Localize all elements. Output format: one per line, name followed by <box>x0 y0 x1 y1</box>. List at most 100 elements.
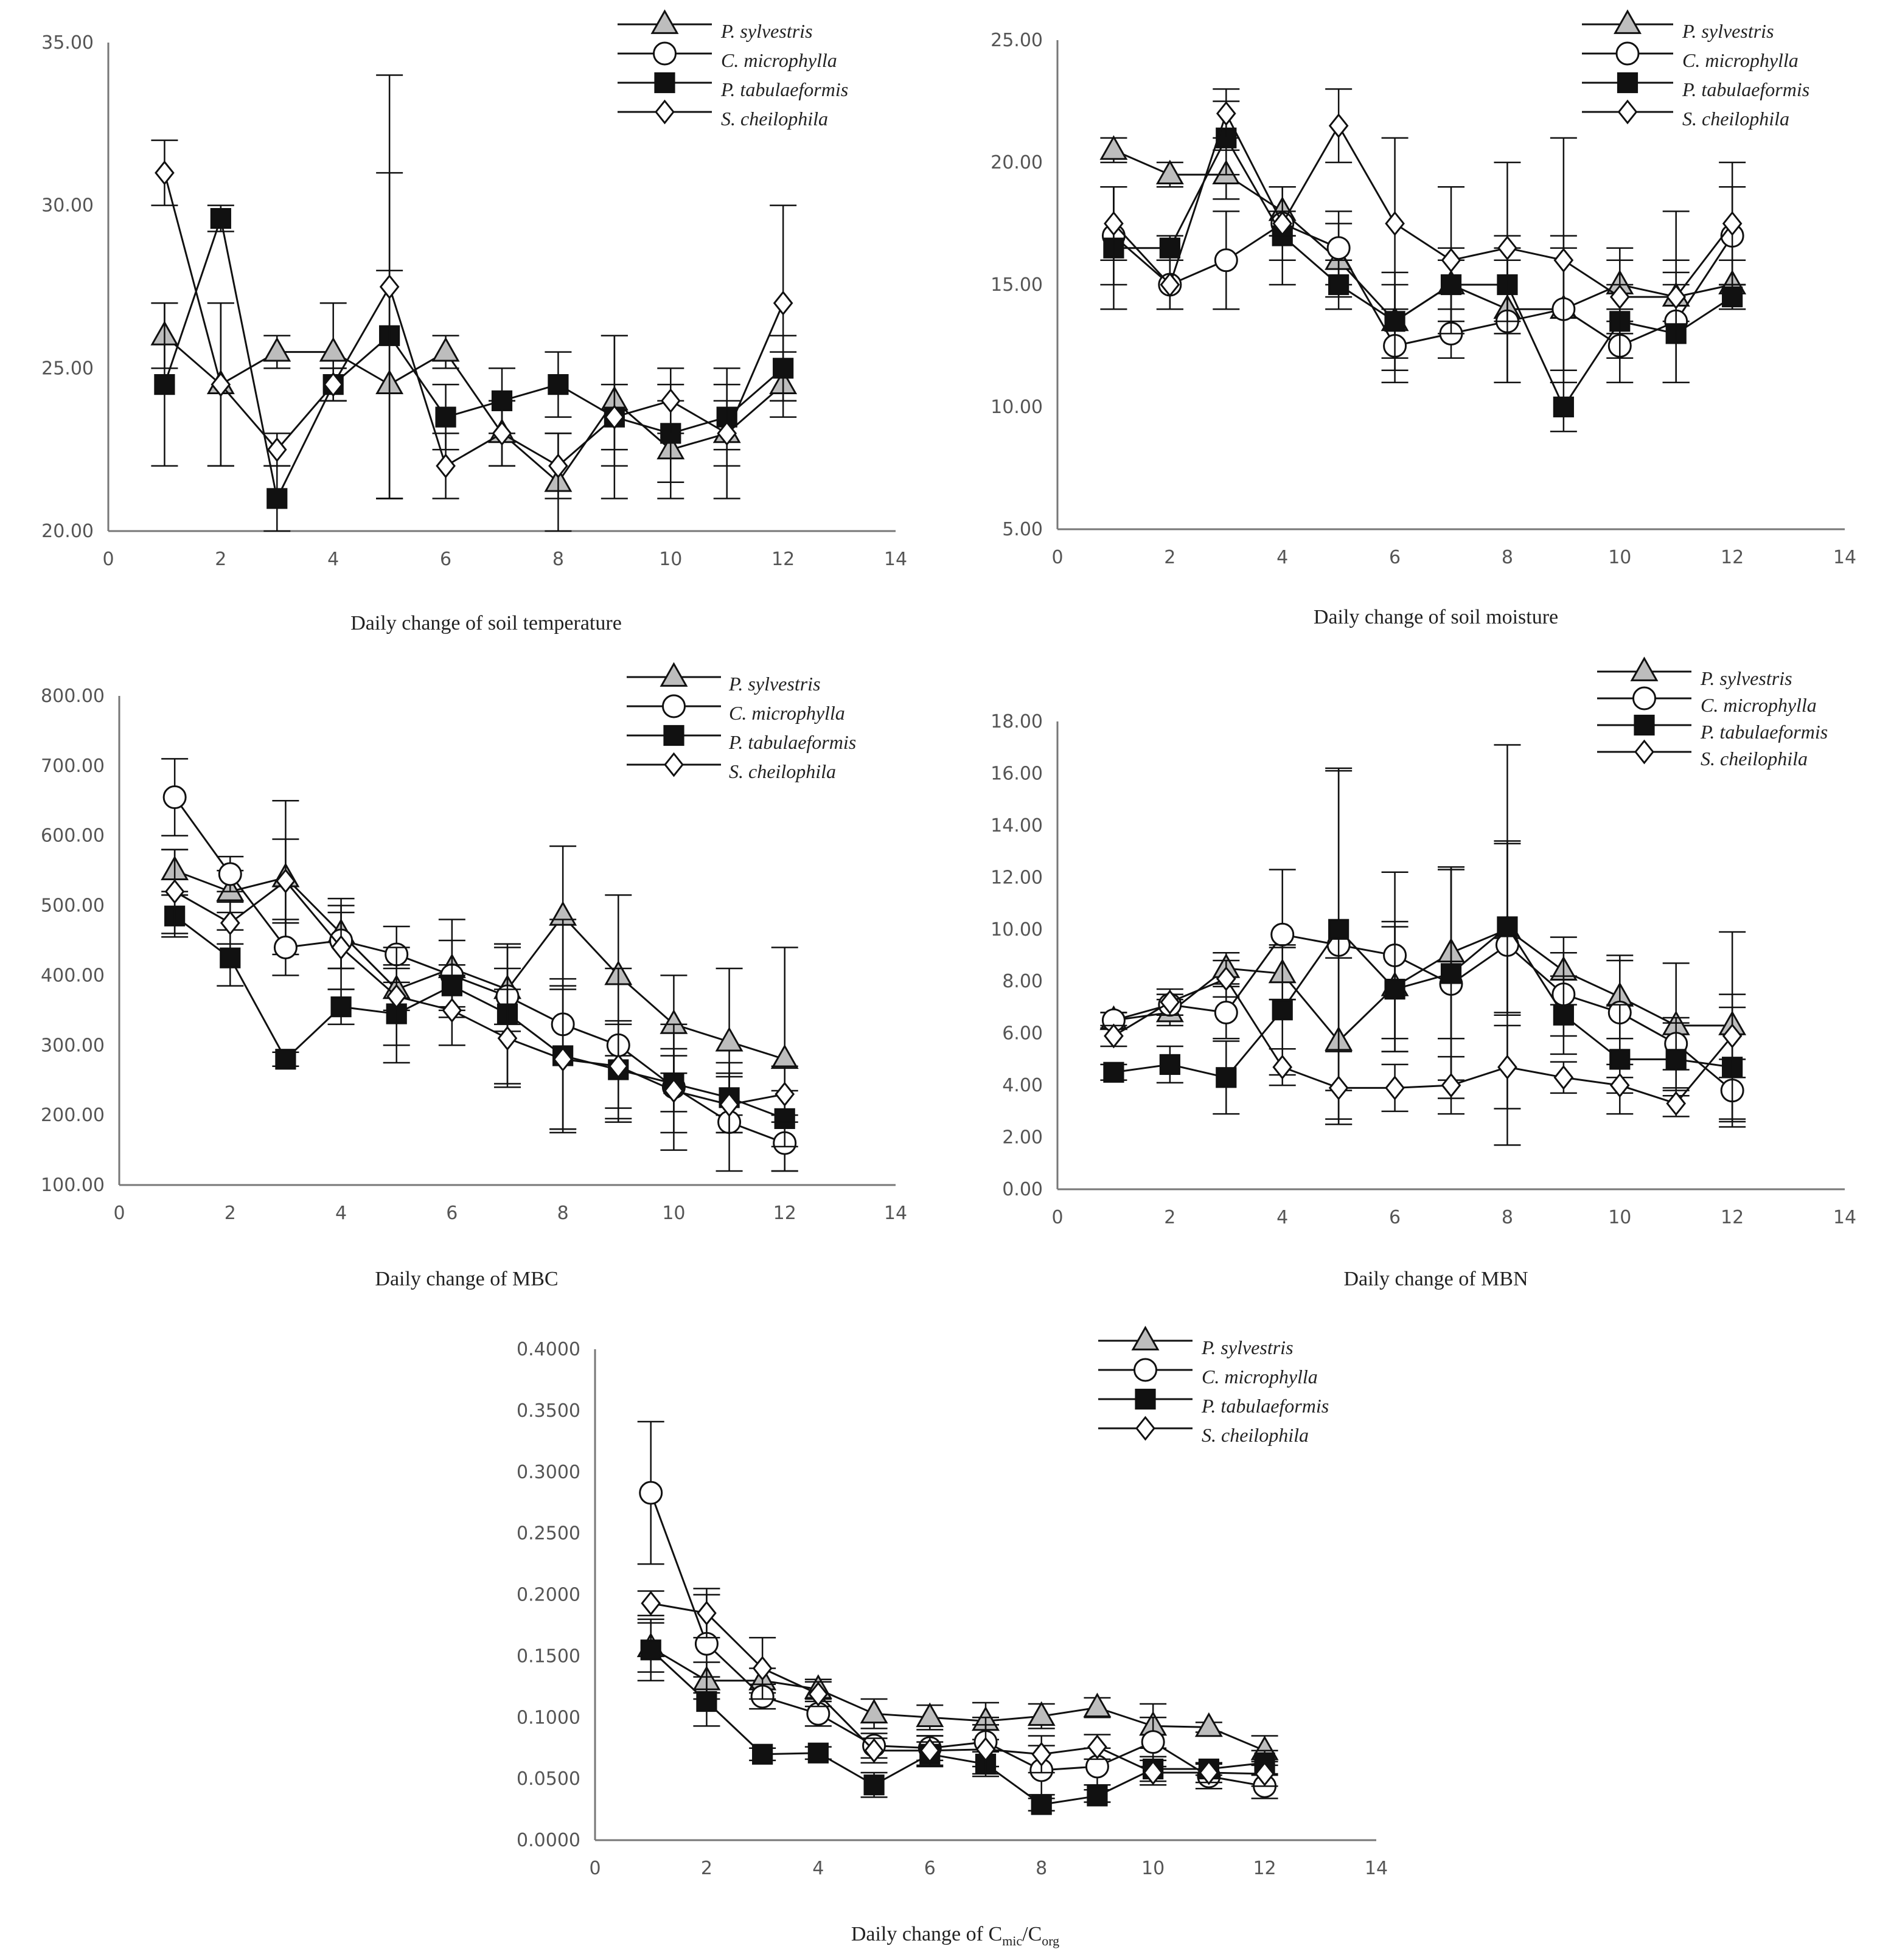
data-point-s-cheilophila <box>975 1737 996 1762</box>
legend-label-s-cheilophila: S. cheilophila <box>729 760 836 782</box>
data-point-p-tabulaeformis <box>275 1049 296 1070</box>
caption-mbn: Daily change of MBN <box>1343 1268 1528 1290</box>
y-tick-label: 8.00 <box>1002 971 1043 992</box>
y-tick-label: 100.00 <box>41 1175 105 1196</box>
data-point-s-cheilophila <box>1087 1734 1107 1760</box>
y-tick-label: 0.2000 <box>517 1585 580 1606</box>
data-point-c-microphylla <box>1214 248 1238 273</box>
data-point-p-tabulaeformis <box>752 1743 773 1765</box>
x-tick-label: 12 <box>1253 1858 1276 1879</box>
data-point-p-tabulaeformis <box>548 374 569 395</box>
series-p-tabulaeformis <box>1100 100 1746 433</box>
data-point-s-cheilophila <box>155 160 175 186</box>
plot-soil-moisture: 5.00 10.00 15.00 20.00 25.00 0 2 4 6 8 10 12 14 <box>991 9 1856 568</box>
plot-cmic-corg: 0.0000 0.0500 0.1000 0.1500 0.2000 0.2500 0.30… <box>517 1326 1388 1879</box>
data-point-p-tabulaeformis <box>640 1639 661 1661</box>
x-tick-label: 0 <box>102 549 114 570</box>
series-s-cheilophila <box>637 1588 1278 1787</box>
y-tick-label: 0.1500 <box>517 1645 580 1667</box>
data-point-p-tabulaeformis <box>1384 311 1405 332</box>
data-point-p-tabulaeformis <box>1328 919 1349 940</box>
caption-sub-org: org <box>1042 1933 1059 1948</box>
x-tick-label: 8 <box>557 1203 569 1224</box>
data-point-p-tabulaeformis <box>1159 1054 1180 1076</box>
legend-soil-moisture: P. sylvestris C. microphylla P. tabulaef… <box>1682 20 1809 130</box>
series-line-s-cheilophila <box>1113 978 1733 1105</box>
data-point-s-cheilophila <box>1104 211 1124 236</box>
y-tick-label: 16.00 <box>991 763 1043 784</box>
data-point-p-tabulaeformis <box>1497 916 1518 937</box>
legend-label-p-tabulaeformis: P. tabulaeformis <box>720 78 848 100</box>
panel-mbc: Daily change of MBC P. sylvestris C. mic… <box>375 673 856 1290</box>
y-tick-label: 25.00 <box>991 30 1043 51</box>
data-point-c-microphylla <box>162 785 187 810</box>
caption-slash-c: /C <box>1022 1923 1042 1945</box>
x-tick-label: 12 <box>773 1203 796 1224</box>
data-point-s-cheilophila <box>323 372 344 397</box>
data-point-p-tabulaeformis <box>220 947 241 968</box>
legend-marker-s-cheilophila <box>655 99 675 125</box>
legend-marker-s-cheilophila <box>1634 739 1654 765</box>
legend-marker-p-sylvestris <box>1131 1326 1160 1350</box>
x-tick-label: 4 <box>1276 547 1288 568</box>
data-point-s-cheilophila <box>1441 248 1461 273</box>
series-line-s-cheilophila <box>650 1602 1265 1775</box>
legend-mbc: P. sylvestris C. microphylla P. tabulaef… <box>728 673 856 782</box>
data-point-p-sylvestris <box>715 1026 743 1052</box>
series-c-microphylla <box>637 1420 1278 1799</box>
x-tick-label: 6 <box>440 549 451 570</box>
x-tick-label: 6 <box>1389 1207 1401 1228</box>
data-point-s-cheilophila <box>1216 101 1236 127</box>
data-point-p-sylvestris <box>1027 1701 1056 1726</box>
series-p-sylvestris <box>150 269 798 532</box>
data-point-s-cheilophila <box>331 935 351 960</box>
legend-label-p-tabulaeformis: P. tabulaeformis <box>1700 721 1828 743</box>
data-point-s-cheilophila <box>664 1078 684 1103</box>
legend-marker-p-tabulaeformis <box>1617 72 1638 94</box>
data-point-c-microphylla <box>1270 922 1295 947</box>
x-tick-label: 2 <box>1164 547 1175 568</box>
data-point-s-cheilophila <box>1143 1760 1163 1785</box>
data-point-p-tabulaeformis <box>1665 1049 1687 1070</box>
caption-soil-moisture: Daily change of soil moisture <box>1314 606 1558 628</box>
data-point-s-cheilophila <box>1609 284 1630 310</box>
legend-label-s-cheilophila: S. cheilophila <box>721 108 828 130</box>
legend-marker-p-tabulaeformis <box>1135 1388 1156 1410</box>
data-point-s-cheilophila <box>1385 211 1405 236</box>
y-tick-label: 35.00 <box>41 32 94 54</box>
data-point-p-tabulaeformis <box>863 1774 885 1796</box>
data-point-s-cheilophila <box>1328 113 1349 139</box>
legend-label-s-cheilophila: S. cheilophila <box>1202 1424 1309 1446</box>
legend-marker-p-sylvestris <box>660 662 688 687</box>
data-point-s-cheilophila <box>1160 272 1180 297</box>
legend-samples-mbn <box>1597 656 1691 765</box>
x-tick-label: 14 <box>1365 1858 1388 1879</box>
y-tick-label: 6.00 <box>1002 1023 1043 1044</box>
data-point-s-cheilophila <box>1385 1075 1405 1100</box>
legend-marker-c-microphylla <box>662 694 686 718</box>
y-tick-label: 4.00 <box>1002 1075 1043 1096</box>
x-tick-label: 4 <box>327 549 339 570</box>
data-point-p-tabulaeformis <box>696 1691 717 1712</box>
legend-label-p-sylvestris: P. sylvestris <box>720 20 813 42</box>
legend-label-p-tabulaeformis: P. tabulaeformis <box>1201 1395 1329 1417</box>
series-p-tabulaeformis <box>1100 767 1746 1128</box>
data-point-c-microphylla <box>273 935 298 959</box>
y-tick-label: 10.00 <box>991 919 1043 940</box>
series-s-cheilophila <box>1100 959 1746 1125</box>
data-point-p-tabulaeformis <box>435 406 456 428</box>
data-point-p-sylvestris <box>1194 1712 1223 1737</box>
plot-soil-temperature: 20.00 25.00 30.00 35.00 0 2 4 6 8 10 12 14 <box>41 9 907 570</box>
data-point-s-cheilophila <box>1441 1072 1461 1098</box>
data-point-c-microphylla <box>639 1481 663 1505</box>
data-point-s-cheilophila <box>492 420 512 446</box>
data-point-p-sylvestris <box>1155 159 1184 184</box>
x-tick-label: 10 <box>662 1203 685 1224</box>
y-tick-label: 0.1000 <box>517 1707 580 1728</box>
series-c-microphylla <box>1100 186 1746 384</box>
caption-mbc: Daily change of MBC <box>375 1268 558 1290</box>
data-point-s-cheilophila <box>1609 1072 1630 1098</box>
data-point-s-cheilophila <box>1199 1760 1219 1785</box>
data-point-p-tabulaeformis <box>807 1742 829 1764</box>
